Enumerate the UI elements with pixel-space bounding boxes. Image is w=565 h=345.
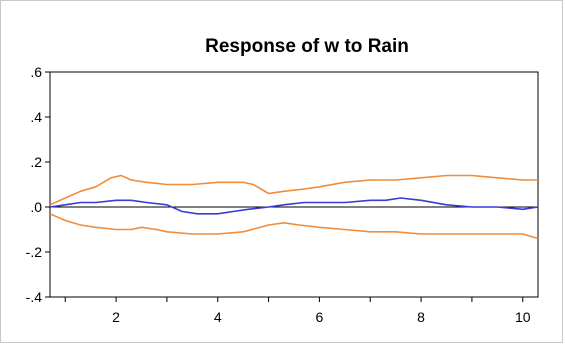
x-tick-label: 4 xyxy=(214,309,222,325)
y-tick-label: -.4 xyxy=(26,289,43,305)
x-tick-labels: 2 4 6 8 10 xyxy=(112,309,531,325)
upper-band-line xyxy=(49,174,538,206)
y-tick-label: .2 xyxy=(30,154,42,170)
series-group xyxy=(49,174,539,240)
plot-area xyxy=(49,71,539,298)
y-tick-labels: .6 .4 .2 .0 -.2 -.4 xyxy=(26,64,43,305)
y-tick-label: .4 xyxy=(30,109,42,125)
y-tick-label: .0 xyxy=(30,199,42,215)
response-line xyxy=(49,197,539,215)
chart-title: Response of w to Rain xyxy=(205,36,409,57)
x-tick-marks xyxy=(64,297,524,302)
y-tick-label: .6 xyxy=(30,64,42,80)
y-tick-label: -.2 xyxy=(26,244,43,260)
lower-band-line xyxy=(49,213,539,240)
x-tick-label: 2 xyxy=(112,309,120,325)
x-tick-label: 6 xyxy=(316,309,324,325)
y-tick-marks xyxy=(45,71,50,298)
x-tick-label: 10 xyxy=(515,309,531,325)
x-tick-label: 8 xyxy=(417,309,425,325)
